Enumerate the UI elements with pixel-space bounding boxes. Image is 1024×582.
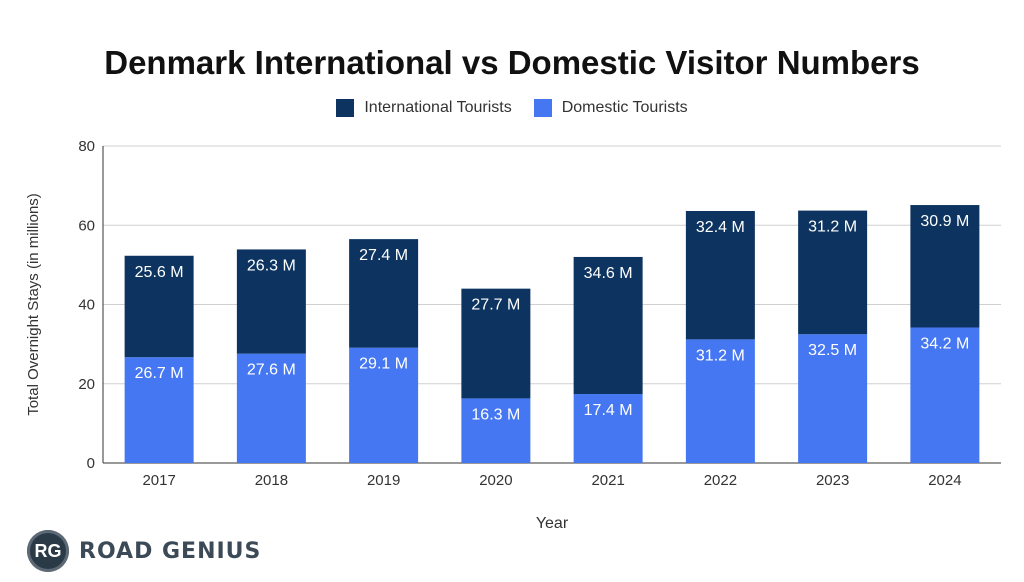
bar-domestic <box>685 339 755 463</box>
y-tick-label: 20 <box>78 376 95 393</box>
legend-swatch-international <box>336 99 355 117</box>
data-label-international: 32.4 M <box>696 219 745 236</box>
bar-international <box>910 205 980 328</box>
legend-label-domestic: Domestic Tourists <box>561 99 688 116</box>
data-label-domestic: 31.2 M <box>696 347 745 364</box>
data-label-international: 30.9 M <box>920 213 969 230</box>
bar-domestic <box>461 398 531 463</box>
data-label-international: 27.4 M <box>359 247 408 264</box>
x-tick-label: 2023 <box>816 472 849 489</box>
bar-international <box>349 239 419 348</box>
data-label-international: 34.6 M <box>584 265 633 282</box>
x-tick-label: 2020 <box>479 472 512 489</box>
bar-domestic <box>236 353 306 463</box>
bar-international <box>236 249 306 354</box>
bar-domestic <box>349 347 419 463</box>
x-tick-label: 2024 <box>928 472 961 489</box>
legend-swatch-domestic <box>533 99 552 117</box>
y-tick-label: 60 <box>78 217 95 234</box>
bar-international <box>573 256 643 395</box>
x-tick-label: 2019 <box>367 472 400 489</box>
y-tick-label: 40 <box>78 297 95 314</box>
x-tick-label: 2018 <box>255 472 288 489</box>
bar-international <box>461 288 531 399</box>
data-label-domestic: 29.1 M <box>359 356 408 373</box>
y-axis-title: Total Overnight Stays (in millions) <box>25 193 42 416</box>
bar-domestic <box>798 334 868 463</box>
data-label-international: 26.3 M <box>247 257 296 274</box>
data-label-domestic: 26.7 M <box>135 365 184 382</box>
y-tick-label: 80 <box>78 138 95 155</box>
x-tick-label: 2017 <box>142 472 175 489</box>
chart-legend: International Tourists Domestic Tourists <box>0 99 1024 117</box>
data-label-international: 31.2 M <box>808 219 857 236</box>
bar-domestic <box>124 357 194 463</box>
legend-label-international: International Tourists <box>364 99 512 116</box>
logo-badge-icon: RG <box>27 530 69 572</box>
x-tick-label: 2022 <box>704 472 737 489</box>
chart-title: Denmark International vs Domestic Visito… <box>104 44 920 81</box>
data-label-international: 25.6 M <box>135 264 184 281</box>
data-label-domestic: 32.5 M <box>808 342 857 359</box>
data-label-international: 27.7 M <box>471 297 520 314</box>
data-label-domestic: 17.4 M <box>584 402 633 419</box>
brand-logo: RG ROAD GENIUS <box>27 529 261 573</box>
logo-text: ROAD GENIUS <box>79 538 262 564</box>
x-tick-label: 2021 <box>591 472 624 489</box>
data-label-domestic: 27.6 M <box>247 362 296 379</box>
x-axis-title: Year <box>536 515 569 532</box>
y-tick-label: 0 <box>87 455 95 472</box>
bar-international <box>685 210 755 340</box>
bar-international <box>798 210 868 335</box>
legend-item-domestic: Domestic Tourists <box>533 99 688 117</box>
data-label-domestic: 16.3 M <box>471 406 520 423</box>
bar-domestic <box>573 394 643 463</box>
data-label-domestic: 34.2 M <box>920 335 969 352</box>
legend-item-international: International Tourists <box>336 99 512 117</box>
bar-domestic <box>910 327 980 463</box>
bar-international <box>124 255 194 358</box>
